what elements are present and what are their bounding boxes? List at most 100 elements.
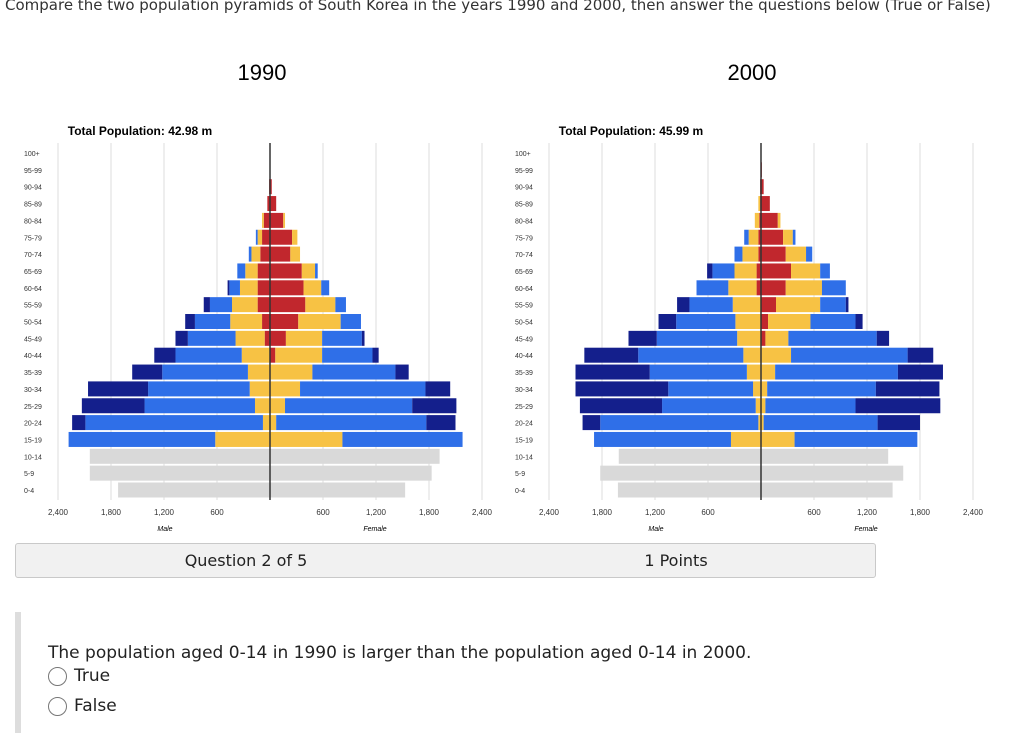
bar-segment	[761, 482, 893, 498]
bar-segment	[270, 448, 440, 464]
bar-segment	[744, 229, 749, 245]
bar-segment	[668, 381, 754, 397]
option[interactable]: True	[48, 666, 110, 686]
bar-segment	[743, 347, 761, 363]
age-label: 20-24	[515, 421, 533, 428]
chart-subtitle: Total Population: 45.99 m	[559, 124, 703, 138]
option-label[interactable]: True	[74, 666, 111, 686]
bar-segment	[746, 364, 761, 380]
bar-segment	[758, 246, 761, 262]
age-label: 10-14	[515, 454, 533, 461]
bar-segment	[254, 398, 270, 414]
bar-segment	[270, 330, 286, 346]
bar-segment	[239, 280, 258, 296]
bar-segment	[335, 297, 346, 313]
bar-segment	[81, 398, 145, 414]
bar-segment	[85, 415, 263, 431]
bar-segment	[759, 212, 761, 228]
x-tick-label: 600	[210, 508, 224, 517]
bar-segment	[175, 330, 188, 346]
bar-segment	[638, 347, 744, 363]
bar-segment	[322, 347, 373, 363]
bar-segment	[89, 465, 270, 481]
bar-segment	[754, 212, 760, 228]
bar-segment	[755, 398, 761, 414]
bar-segment	[235, 330, 265, 346]
x-tick-label: 600	[316, 508, 330, 517]
bar-segment	[761, 246, 786, 262]
bar-segment	[322, 330, 362, 346]
bar-segment	[876, 330, 890, 346]
bar-segment	[305, 297, 336, 313]
bar-segment	[732, 297, 761, 313]
x-tick-label: 1,800	[419, 508, 440, 517]
bar-segment	[875, 381, 940, 397]
age-label: 25-29	[24, 404, 42, 411]
bar-segment	[148, 381, 250, 397]
x-tick-label: 600	[807, 508, 821, 517]
x-tick-label: 600	[701, 508, 715, 517]
bar-segment	[154, 347, 176, 363]
bar-segment	[696, 280, 729, 296]
bar-segment	[734, 263, 757, 279]
option[interactable]: False	[48, 696, 117, 716]
bar-segment	[361, 330, 365, 346]
bar-segment	[270, 280, 304, 296]
bar-segment	[144, 398, 255, 414]
bar-segment	[262, 212, 264, 228]
bar-segment	[312, 364, 396, 380]
bar-segment	[689, 297, 733, 313]
age-label: 5-9	[24, 471, 34, 478]
bar-segment	[662, 398, 756, 414]
bar-segment	[758, 229, 761, 245]
bar-segment	[372, 347, 379, 363]
year-title: 2000	[728, 60, 777, 85]
bar-segment	[845, 297, 849, 313]
bar-segment	[175, 347, 242, 363]
bar-segment	[783, 229, 793, 245]
bar-segment	[768, 314, 811, 329]
bar-segment	[735, 314, 761, 329]
bar-segment	[791, 347, 908, 363]
age-label: 15-19	[515, 437, 533, 444]
age-label: 0-4	[515, 488, 525, 495]
bar-segment	[232, 297, 258, 313]
bar-segment	[730, 431, 761, 447]
bar-segment	[575, 381, 669, 397]
bar-segment	[763, 415, 878, 431]
age-label: 40-44	[515, 353, 533, 360]
bar-segment	[260, 246, 270, 262]
age-label: 30-34	[515, 387, 533, 394]
bar-segment	[285, 398, 413, 414]
bar-segment	[756, 263, 761, 279]
age-label: 100+	[515, 151, 531, 158]
axis-label: Female	[854, 526, 877, 533]
x-tick-label: 2,400	[539, 508, 560, 517]
bar-segment	[761, 465, 904, 481]
bar-segment	[270, 212, 284, 228]
bar-segment	[270, 431, 343, 447]
bar-segment	[321, 280, 330, 296]
bar-segment	[285, 330, 323, 346]
bar-segment	[68, 431, 216, 447]
bar-segment	[298, 314, 341, 329]
radio[interactable]	[48, 696, 67, 716]
age-label: 75-79	[515, 235, 533, 242]
bar-segment	[270, 364, 313, 380]
option-label[interactable]: False	[74, 696, 117, 716]
bar-segment	[203, 297, 210, 313]
bar-segment	[270, 415, 277, 431]
bar-segment	[247, 364, 270, 380]
bar-segment	[292, 229, 298, 245]
bar-segment	[806, 246, 813, 262]
bar-segment	[270, 179, 272, 195]
bar-segment	[257, 297, 270, 313]
bar-segment	[248, 246, 252, 262]
radio[interactable]	[48, 666, 67, 686]
bar-segment	[270, 229, 293, 245]
bar-segment	[187, 330, 236, 346]
bar-segment	[785, 280, 822, 296]
bar-segment	[761, 179, 764, 195]
bar-segment	[761, 448, 889, 464]
bar-segment	[761, 212, 778, 228]
